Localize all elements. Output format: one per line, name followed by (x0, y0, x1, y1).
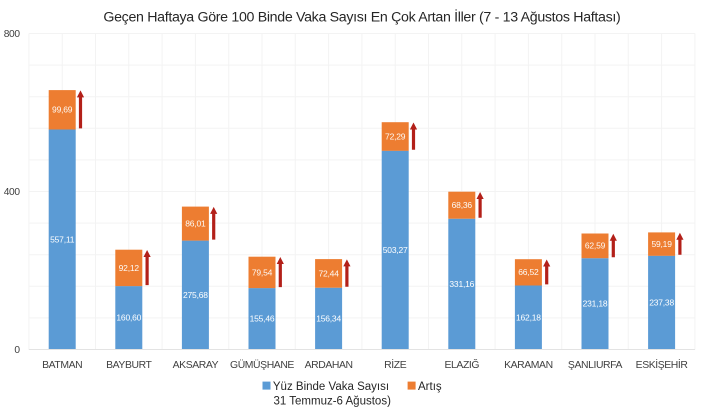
svg-text:68,36: 68,36 (452, 200, 473, 210)
svg-text:62,59: 62,59 (585, 241, 606, 251)
svg-text:237,38: 237,38 (649, 298, 674, 308)
svg-text:231,18: 231,18 (583, 299, 608, 309)
svg-text:160,60: 160,60 (116, 313, 141, 323)
svg-text:BAYBURT: BAYBURT (106, 360, 152, 371)
svg-text:BATMAN: BATMAN (42, 360, 82, 371)
svg-text:162,18: 162,18 (516, 312, 541, 322)
svg-text:79,54: 79,54 (252, 267, 273, 277)
svg-text:59,19: 59,19 (651, 239, 672, 249)
svg-text:0: 0 (14, 345, 20, 356)
svg-text:ELAZIĞ: ELAZIĞ (445, 358, 480, 371)
svg-text:Yüz Binde Vaka Sayısı: Yüz Binde Vaka Sayısı (273, 381, 389, 393)
svg-text:31 Temmuz-6 Ağustos): 31 Temmuz-6 Ağustos) (274, 396, 392, 408)
svg-text:72,29: 72,29 (385, 131, 406, 141)
svg-text:400: 400 (4, 187, 21, 198)
svg-text:AKSARAY: AKSARAY (173, 360, 219, 371)
svg-text:331,16: 331,16 (449, 279, 474, 289)
svg-text:99,69: 99,69 (52, 105, 73, 115)
svg-text:ARDAHAN: ARDAHAN (305, 360, 353, 371)
svg-text:86,01: 86,01 (185, 219, 206, 229)
svg-text:RİZE: RİZE (384, 358, 407, 371)
svg-text:557,11: 557,11 (50, 234, 75, 244)
svg-text:ESKİŞEHİR: ESKİŞEHİR (636, 358, 689, 371)
svg-text:KARAMAN: KARAMAN (504, 360, 553, 371)
svg-text:275,68: 275,68 (183, 290, 208, 300)
svg-text:Geçen Haftaya Göre 100 Binde V: Geçen Haftaya Göre 100 Binde Vaka Sayısı… (103, 7, 620, 25)
svg-text:ŞANLIURFA: ŞANLIURFA (568, 360, 623, 371)
svg-text:72,44: 72,44 (318, 268, 339, 278)
svg-text:155,46: 155,46 (250, 314, 275, 324)
svg-text:800: 800 (4, 29, 21, 40)
svg-text:Artış: Artış (418, 381, 442, 393)
svg-text:66,52: 66,52 (518, 267, 539, 277)
svg-text:92,12: 92,12 (119, 263, 140, 273)
svg-text:156,34: 156,34 (316, 314, 341, 324)
svg-text:503,27: 503,27 (383, 245, 408, 255)
svg-text:GÜMÜŞHANE: GÜMÜŞHANE (230, 359, 294, 371)
